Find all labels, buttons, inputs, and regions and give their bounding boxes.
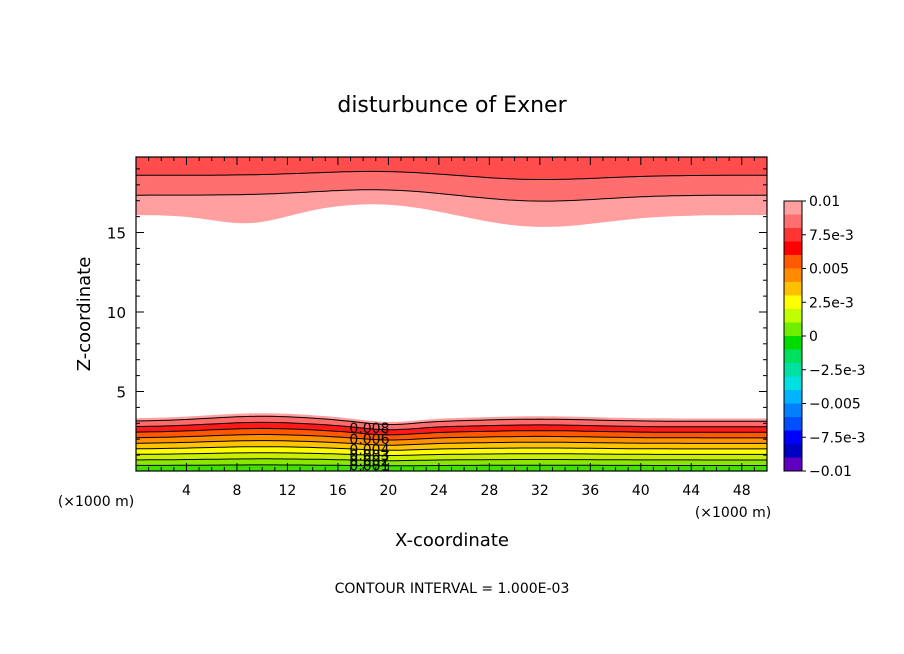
- bottom-contour-1: [136, 458, 767, 462]
- bottom-contour-2: [136, 452, 767, 456]
- colorbar-swatch: [784, 255, 802, 269]
- contour-label: 0.001: [349, 459, 389, 475]
- colorbar-label: 0.01: [809, 194, 840, 210]
- top-band-2: [136, 157, 767, 180]
- bottom-contour-6: [135, 427, 767, 436]
- bottom-contour-3: [135, 446, 767, 451]
- colorbar-label: 7.5e-3: [809, 228, 854, 244]
- colorbar-swatch: [784, 349, 802, 364]
- colorbar-label: 0: [809, 329, 818, 345]
- colorbar-label: −0.005: [809, 397, 861, 413]
- x-tick-label: 12: [279, 483, 297, 499]
- contour-label: 0.008: [349, 421, 389, 437]
- contour-label: 0.002: [349, 453, 389, 469]
- x-tick-label: 40: [632, 483, 650, 499]
- x-tick-label: 44: [682, 483, 700, 499]
- bottom-contour-5: [135, 434, 767, 441]
- x-tick-label: 4: [182, 483, 191, 499]
- colorbar-swatch: [784, 282, 802, 296]
- colorbar: 0.01 7.5e-3 0.005 2.5e-3 0 −2.5e-3 −0.005 −7.5e…: [783, 194, 866, 480]
- colorbar-swatch: [784, 417, 802, 431]
- colorbar-swatch: [784, 295, 802, 310]
- colorbar-label: −0.01: [809, 464, 852, 480]
- contour-label: 0.004: [349, 443, 389, 459]
- colorbar-swatch: [784, 268, 802, 283]
- contour-label: 0.003: [349, 448, 389, 464]
- colorbar-swatch: [784, 403, 802, 418]
- contour-interval-note: CONTOUR INTERVAL = 1.000E-03: [335, 581, 570, 597]
- y-tick-label: 10: [107, 304, 126, 322]
- y-tick-label: 5: [116, 384, 126, 402]
- colorbar-label: 2.5e-3: [809, 295, 854, 311]
- colorbar-swatch: [784, 241, 802, 256]
- x-tick-label: 8: [232, 483, 241, 499]
- colorbar-swatch: [784, 376, 802, 391]
- y-tick-label: 15: [107, 225, 126, 243]
- x-tick-label: 32: [531, 483, 549, 499]
- top-contour-1: [136, 170, 767, 180]
- colorbar-swatch: [784, 390, 802, 404]
- colorbar-swatch: [784, 430, 802, 445]
- colorbar-swatch: [784, 214, 802, 229]
- colorbar-swatch: [784, 457, 802, 472]
- x-tick-label: 16: [329, 483, 347, 499]
- bottom-contour-8: [135, 415, 767, 425]
- x-tick-label: 20: [379, 483, 397, 499]
- x-tick-label: 24: [430, 483, 448, 499]
- colorbar-swatch: [784, 444, 802, 458]
- colorbar-label: −7.5e-3: [809, 430, 866, 446]
- colorbar-swatch: [784, 363, 802, 377]
- bottom-contour-0: [136, 464, 767, 467]
- x-axis-label: X-coordinate: [395, 530, 509, 551]
- colorbar-swatch: [784, 228, 802, 242]
- colorbar-label: 0.005: [809, 262, 849, 278]
- x-unit-label-left: (×1000 m): [58, 494, 134, 510]
- x-tick-label: 36: [581, 483, 599, 499]
- x-tick-label: 48: [733, 483, 751, 499]
- colorbar-label: −2.5e-3: [809, 363, 866, 379]
- bottom-contour-4: [136, 440, 767, 446]
- chart-title: disturbunce of Exner: [337, 93, 567, 118]
- y-axis-label: Z-coordinate: [74, 257, 95, 372]
- contour-label: 0.006: [349, 432, 389, 448]
- x-tick-label: 28: [480, 483, 498, 499]
- colorbar-swatch: [784, 322, 802, 337]
- colorbar-swatch: [784, 201, 802, 215]
- colorbar-swatch: [784, 309, 802, 323]
- bottom-contour-7: [136, 421, 767, 431]
- top-contour-0: [136, 189, 767, 202]
- colorbar-swatch: [784, 336, 802, 350]
- x-unit-label-right: (×1000 m): [695, 505, 771, 521]
